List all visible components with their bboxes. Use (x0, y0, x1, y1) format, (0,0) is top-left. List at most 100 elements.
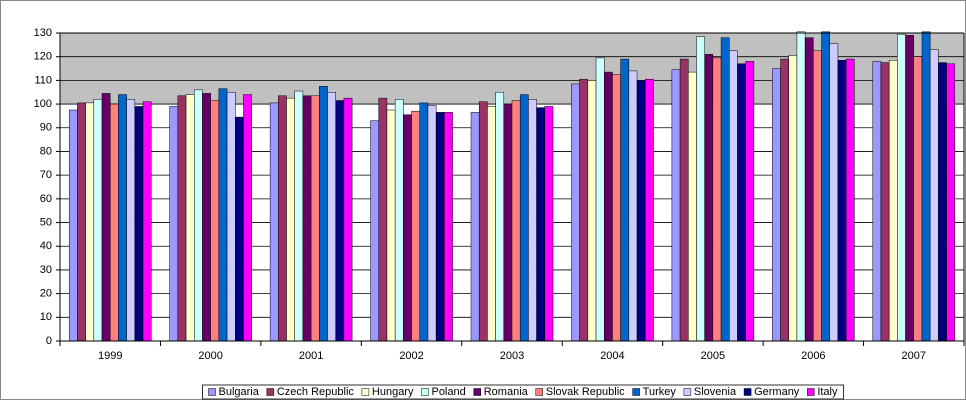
y-tick-label: 30 (40, 264, 52, 276)
bar (528, 99, 537, 342)
bar (796, 31, 806, 342)
bar (519, 94, 529, 342)
legend-box (202, 384, 844, 400)
bar (85, 102, 95, 342)
bar (68, 109, 78, 342)
legend-swatch (208, 388, 216, 396)
bar (929, 49, 939, 342)
y-tick-label: 40 (40, 240, 52, 252)
bar (897, 33, 906, 342)
bar (921, 31, 931, 342)
bar (169, 106, 179, 342)
bar (294, 90, 304, 342)
bar (278, 95, 287, 342)
y-tick-label: 0 (46, 335, 52, 347)
legend-label: Poland (431, 386, 465, 398)
x-tick-label: 2006 (801, 350, 825, 362)
bar (478, 101, 488, 342)
bar (837, 59, 847, 342)
bar (603, 71, 613, 342)
legend-label: Bulgaria (218, 386, 259, 398)
legend-label: Germany (754, 386, 800, 398)
bar (202, 93, 211, 342)
x-tick-label: 2007 (902, 350, 926, 362)
bar (671, 69, 681, 342)
bar (845, 58, 855, 342)
y-tick-label: 110 (34, 74, 52, 86)
bar (704, 54, 714, 342)
bar (688, 71, 697, 342)
bar (712, 57, 722, 342)
legend-swatch (632, 388, 640, 396)
bar (571, 83, 580, 342)
bar (243, 94, 252, 342)
bar (370, 120, 380, 342)
bar (177, 95, 187, 342)
bar (335, 100, 345, 342)
bar (343, 97, 353, 342)
bar (913, 56, 923, 342)
x-tick-label: 1999 (98, 350, 122, 362)
bar (679, 58, 689, 342)
bar (644, 78, 654, 342)
bar (587, 80, 597, 342)
legend-label: Italy (817, 386, 838, 398)
bar (511, 100, 521, 342)
bar (612, 74, 621, 342)
bar (495, 91, 505, 342)
bar (720, 37, 730, 342)
legend-swatch (361, 388, 370, 396)
bar (880, 62, 890, 342)
bar (77, 102, 86, 342)
bar (194, 89, 203, 342)
bar (544, 106, 554, 342)
bar (394, 99, 404, 342)
bar (386, 109, 396, 342)
bar (579, 78, 589, 342)
bar (444, 112, 453, 342)
legend: Bulgaria Czech Republic Hungary Poland Roman… (208, 386, 838, 398)
bar (226, 91, 236, 342)
bar (286, 97, 295, 342)
x-tick-label: 2005 (701, 350, 725, 362)
y-tick-label: 90 (40, 122, 52, 134)
legend-label: Romania (484, 386, 529, 398)
legend-swatch (535, 388, 544, 396)
bar (218, 88, 228, 342)
bar (210, 100, 220, 342)
y-tick-label: 50 (40, 216, 52, 228)
bar (319, 86, 328, 342)
bar (636, 80, 646, 342)
bar (872, 61, 882, 342)
bar (487, 106, 496, 342)
y-tick-label: 70 (40, 169, 52, 181)
bar (503, 103, 513, 342)
legend-label: Slovak Republic (546, 386, 625, 398)
bar (788, 55, 798, 342)
legend-label: Slovenia (694, 386, 737, 398)
y-tick-label: 100 (34, 98, 52, 110)
x-tick-label: 2000 (198, 350, 222, 362)
bar (185, 94, 195, 342)
legend-swatch (266, 388, 275, 396)
y-tick-label: 120 (34, 51, 52, 63)
bar (302, 95, 312, 342)
legend-label: Czech Republic (277, 386, 355, 398)
bar (126, 99, 136, 342)
bar (109, 103, 119, 342)
bar (93, 99, 103, 342)
legend-swatch (473, 388, 481, 396)
bar (813, 50, 822, 342)
bar (235, 116, 244, 342)
x-tick-label: 2001 (299, 350, 323, 362)
bar (905, 35, 915, 342)
x-tick-label: 2003 (500, 350, 524, 362)
bar (821, 31, 830, 342)
bar (101, 93, 111, 342)
bar (142, 101, 152, 342)
bar (269, 102, 279, 342)
y-tick-label: 60 (40, 193, 52, 205)
bar (745, 61, 755, 342)
y-tick-label: 20 (40, 288, 52, 300)
